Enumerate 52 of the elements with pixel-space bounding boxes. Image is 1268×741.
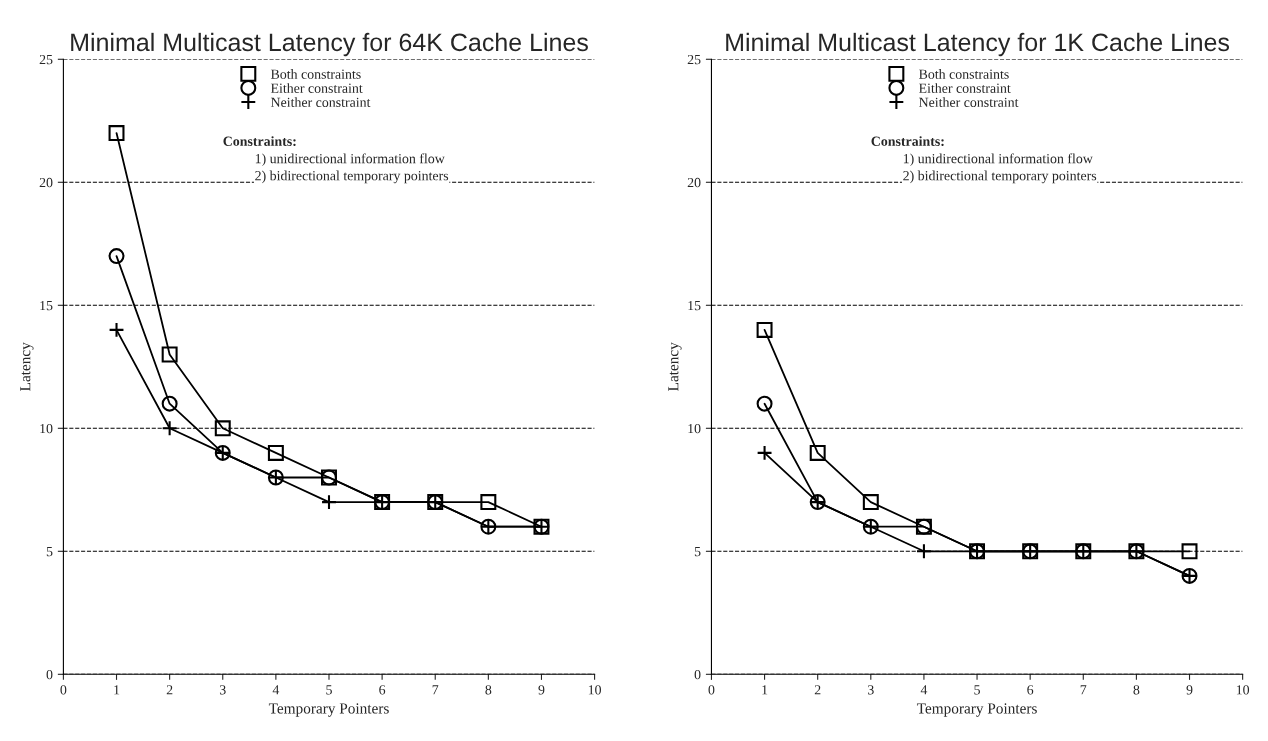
x-tick-label: 5: [974, 685, 980, 695]
x-tick-label: 3: [219, 685, 226, 695]
y-tick-label: 25: [687, 54, 701, 65]
x-tick-label: 0: [60, 685, 67, 695]
x-tick-label: 6: [379, 685, 386, 695]
y-axis-title: Latency: [668, 342, 682, 391]
x-tick-label: 10: [1236, 685, 1250, 695]
legend-label: Either constraint: [270, 83, 363, 93]
x-tick-label: 0: [708, 685, 715, 695]
y-tick-label: 5: [46, 547, 53, 557]
y-tick-label: 15: [688, 300, 701, 311]
annotation: 1) unidirectional information flow: [903, 153, 1093, 167]
x-axis-title: Temporary Pointers: [916, 703, 1037, 717]
x-tick-label: 8: [1133, 685, 1140, 695]
y-tick-label: 0: [694, 669, 701, 680]
x-tick-label: 7: [432, 685, 439, 695]
x-tick-label: 1: [762, 685, 768, 695]
y-axis-title: Latency: [20, 342, 34, 391]
x-tick-label: 2: [814, 685, 821, 695]
x-tick-label: 5: [326, 685, 332, 695]
x-tick-label: 10: [588, 685, 601, 695]
x-tick-label: 4: [272, 685, 280, 695]
legend-label: Neither constraint: [270, 97, 371, 107]
annotation: 2) bidirectional temporary pointers: [255, 170, 449, 184]
legend-label: Neither constraint: [919, 97, 1019, 107]
y-tick-label: 20: [39, 177, 53, 188]
annotation: Constraints:: [871, 136, 944, 146]
x-tick-label: 2: [166, 685, 173, 695]
y-tick-label: 15: [40, 300, 53, 311]
legend-label: Both constraints: [270, 69, 361, 79]
x-tick-label: 3: [868, 685, 874, 695]
x-tick-label: 1: [114, 685, 120, 695]
annotation: Constraints:: [223, 136, 296, 146]
x-tick-label: 7: [1080, 685, 1087, 695]
x-tick-label: 6: [1027, 685, 1034, 695]
x-axis-title: Temporary Pointers: [268, 703, 389, 717]
y-tick-label: 10: [40, 423, 53, 434]
annotation: 1) unidirectional information flow: [255, 153, 445, 167]
y-tick-label: 20: [687, 177, 701, 188]
x-tick-label: 9: [1186, 685, 1193, 695]
y-tick-label: 5: [694, 547, 701, 557]
y-tick-label: 0: [46, 669, 53, 680]
legend-label: Both constraints: [919, 69, 1009, 79]
legend-label: Either constraint: [919, 83, 1011, 93]
annotation: 2) bidirectional temporary pointers: [903, 170, 1097, 184]
y-tick-label: 10: [688, 423, 701, 434]
y-tick-label: 25: [39, 54, 53, 65]
chart-title: Minimal Multicast Latency for 1K Cache Lines: [726, 32, 1230, 57]
x-tick-label: 4: [920, 685, 928, 695]
x-tick-label: 9: [538, 685, 545, 695]
chart-title: Minimal Multicast Latency for 64K Cache Lines: [71, 32, 588, 57]
x-tick-label: 8: [485, 685, 492, 695]
